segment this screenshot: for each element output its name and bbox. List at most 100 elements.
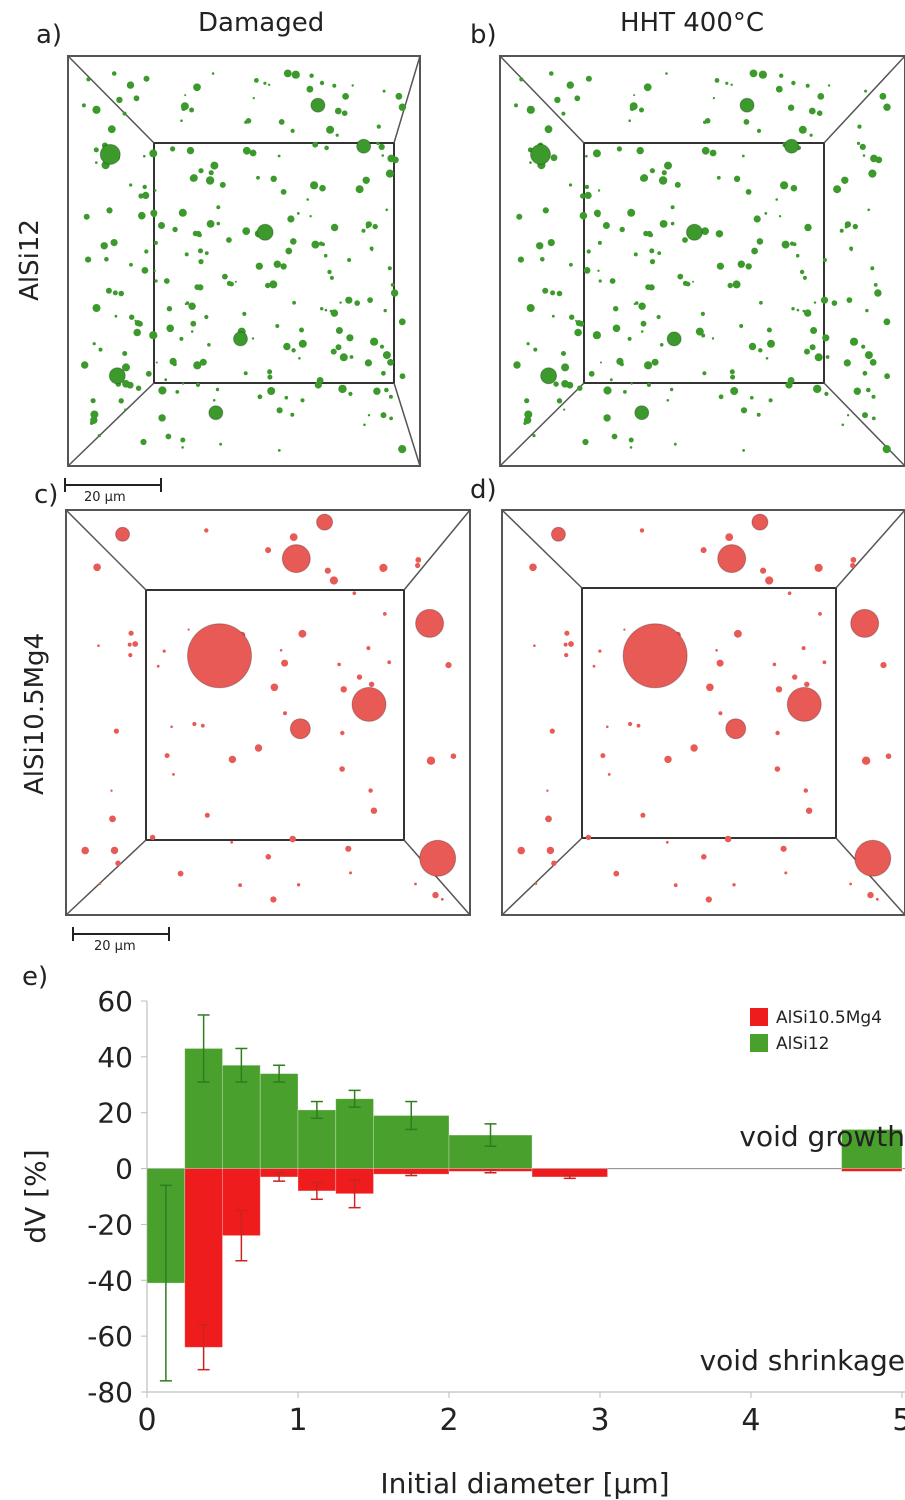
pore-green — [184, 94, 187, 97]
pore-red — [110, 789, 113, 792]
pore-green — [658, 176, 668, 185]
pore-green — [154, 279, 158, 283]
pore-red — [93, 563, 101, 572]
pore-red — [546, 846, 555, 855]
pore-red — [289, 835, 297, 843]
pore-red — [563, 642, 568, 647]
pore-green — [226, 280, 232, 286]
pore-green — [846, 297, 853, 303]
pore-green — [306, 85, 314, 93]
pore-green — [867, 208, 870, 212]
pore-green — [712, 97, 716, 100]
pore-green — [364, 359, 372, 367]
pore-red — [254, 744, 263, 752]
pore-red — [149, 834, 156, 841]
pore-green — [862, 412, 868, 419]
pore-green — [742, 449, 745, 452]
pore-red — [270, 683, 279, 692]
pore-green — [100, 242, 108, 250]
pore-green — [385, 208, 389, 212]
pore-green — [398, 445, 407, 454]
pore-green — [122, 380, 130, 388]
pore-green — [804, 348, 810, 355]
pore-green — [349, 355, 354, 359]
pore-green — [526, 304, 535, 312]
pore-green — [670, 205, 675, 210]
pore-red — [164, 753, 170, 759]
render-d-outer-frame — [501, 509, 905, 916]
pore-green — [208, 405, 224, 421]
pore-red — [664, 755, 672, 764]
pore-red — [432, 891, 439, 899]
pore-green — [249, 149, 257, 157]
pore-green — [732, 280, 741, 289]
pore-green — [643, 83, 652, 92]
render-b-outer-frame — [499, 55, 905, 467]
pore-green — [874, 289, 882, 297]
pore-green — [685, 223, 703, 241]
pore-red — [592, 664, 596, 668]
pore-green — [514, 103, 518, 108]
pore-red — [673, 883, 678, 888]
pore-green — [154, 189, 157, 192]
pore-green — [244, 120, 248, 124]
pore-green — [602, 222, 610, 229]
pore-red — [340, 686, 347, 693]
pore-red — [517, 846, 525, 855]
pore-green — [222, 273, 228, 280]
pore-red — [414, 882, 417, 886]
render-c-edge — [403, 509, 471, 591]
pore-red — [546, 789, 549, 792]
pore-green — [309, 215, 312, 218]
pore-green — [634, 301, 639, 305]
pore-red — [725, 533, 734, 541]
pore-green — [383, 308, 387, 313]
pore-green — [575, 319, 577, 322]
pore-red — [850, 608, 880, 638]
pore-green — [582, 438, 589, 446]
pore-green — [126, 81, 135, 89]
pore-green — [186, 146, 195, 155]
pore-green — [370, 337, 379, 346]
pore-red — [450, 753, 457, 759]
pore-green — [180, 119, 183, 122]
pore-green — [116, 96, 123, 104]
pore-green — [198, 248, 203, 254]
pore-red — [640, 812, 646, 818]
pore-green — [853, 387, 861, 395]
pore-green — [346, 334, 354, 342]
pore-red — [340, 730, 345, 736]
pore-green — [833, 185, 842, 194]
render-d-edge — [835, 509, 905, 589]
pore-green — [251, 337, 255, 340]
pore-red — [805, 807, 813, 814]
pore-green — [379, 344, 385, 349]
pore-green — [682, 280, 689, 286]
pore-green — [796, 308, 800, 312]
pore-green — [234, 280, 237, 283]
pore-green — [265, 282, 271, 289]
pore-green — [99, 143, 121, 165]
pore-green — [542, 207, 549, 214]
pore-red — [283, 711, 287, 716]
pore-green — [158, 222, 165, 229]
pore-green — [95, 161, 98, 164]
pore-green — [580, 193, 586, 199]
pore-green — [846, 414, 850, 417]
pore-green — [544, 125, 553, 134]
pore-green — [785, 381, 793, 389]
pore-green — [674, 181, 681, 188]
pore-green — [163, 278, 170, 284]
pore-green — [730, 387, 739, 395]
render-d-inner-frame — [581, 587, 837, 839]
pore-red — [324, 567, 331, 574]
pore-red — [850, 562, 856, 569]
pore-green — [92, 342, 96, 346]
pore-green — [399, 373, 406, 380]
y-tick-label: -60 — [87, 1320, 133, 1353]
pore-green — [751, 247, 758, 255]
pore-red — [792, 674, 798, 680]
pore-green — [158, 386, 167, 395]
pore-red — [639, 528, 645, 533]
pore-red — [270, 896, 277, 903]
